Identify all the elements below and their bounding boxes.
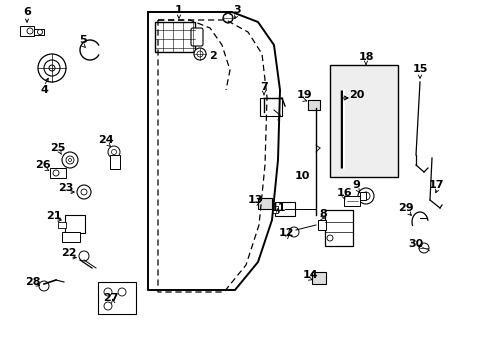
Circle shape [81,189,87,195]
Circle shape [418,243,428,253]
Circle shape [104,302,112,310]
Text: 17: 17 [427,180,443,190]
Text: 1: 1 [175,5,183,15]
Bar [317,220,325,230]
Bar [65,215,85,233]
Text: 18: 18 [358,52,373,62]
Text: 20: 20 [348,90,364,100]
Text: 11: 11 [270,203,285,213]
Circle shape [68,158,71,162]
Text: 26: 26 [35,160,51,170]
Text: 15: 15 [411,64,427,74]
Bar [274,202,294,216]
Bar [50,168,66,178]
Circle shape [357,188,373,204]
FancyBboxPatch shape [191,28,203,46]
Bar [271,206,278,213]
Circle shape [288,227,298,237]
Text: 16: 16 [336,188,351,198]
Circle shape [104,288,112,296]
Bar [62,232,80,242]
Circle shape [49,65,55,71]
Bar [110,155,120,169]
Text: 12: 12 [278,228,293,238]
Text: 14: 14 [302,270,317,280]
Circle shape [39,281,49,291]
Circle shape [44,60,60,76]
Circle shape [77,185,91,199]
Circle shape [326,235,332,241]
Text: 27: 27 [103,293,119,303]
Text: 21: 21 [46,211,61,221]
Text: 2: 2 [209,51,217,61]
Circle shape [79,251,89,261]
Text: 5: 5 [79,35,87,45]
Circle shape [361,192,369,200]
Bar [311,272,325,284]
Circle shape [118,288,126,296]
Circle shape [27,28,33,34]
Text: 28: 28 [25,277,41,287]
Circle shape [38,30,42,35]
Bar [359,192,365,200]
Bar [325,210,352,246]
Text: 6: 6 [23,7,31,17]
Circle shape [197,51,203,57]
Bar [260,98,282,116]
Text: 22: 22 [61,248,77,258]
Text: 9: 9 [351,180,359,190]
Bar [307,100,319,110]
Text: 25: 25 [50,143,65,153]
Bar [329,65,397,177]
Circle shape [62,152,78,168]
Circle shape [38,54,66,82]
Text: 24: 24 [98,135,114,145]
Circle shape [108,146,120,158]
Circle shape [194,48,205,60]
Text: 7: 7 [260,82,267,92]
Bar [258,198,271,209]
Text: 13: 13 [247,195,262,205]
Text: 10: 10 [294,171,309,181]
Text: 30: 30 [407,239,423,249]
Text: 4: 4 [40,85,48,95]
Bar [98,282,136,314]
Circle shape [111,149,116,154]
Text: 8: 8 [319,209,326,219]
Text: 29: 29 [397,203,413,213]
Bar [343,196,359,206]
Circle shape [223,13,232,23]
Text: 3: 3 [233,5,240,15]
Circle shape [66,156,74,164]
Text: 19: 19 [296,90,311,100]
Bar [155,22,195,52]
Circle shape [53,170,59,176]
Bar [20,26,34,36]
Text: 23: 23 [58,183,74,193]
Bar [58,222,66,228]
Bar [34,29,44,35]
